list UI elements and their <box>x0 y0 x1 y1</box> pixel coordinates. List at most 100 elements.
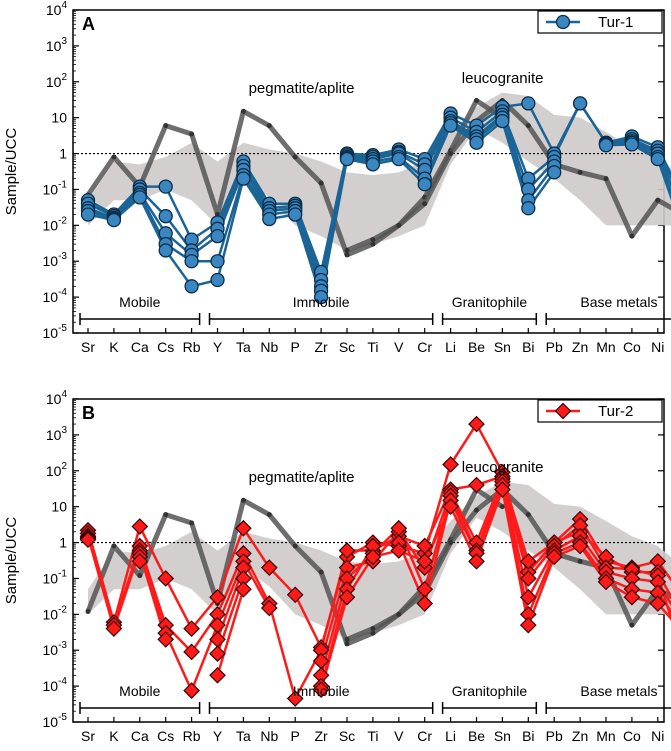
x-tick-label: Zr <box>314 339 328 355</box>
x-tick-label: Pb <box>546 339 563 355</box>
y-tick-label: 10-3 <box>43 251 68 269</box>
y-tick-label: 103 <box>46 36 68 54</box>
x-tick-label: V <box>394 339 404 355</box>
series-point <box>210 254 225 269</box>
chart-panel-a: 10-5 10-4 10-3 10-2 10-1 1 10 102 103 104 Sample/U… <box>3 0 671 355</box>
series-point <box>158 179 173 194</box>
leucogranite-curve-point <box>396 611 402 617</box>
series-point <box>442 456 459 473</box>
series-point <box>623 588 641 606</box>
series-point <box>236 171 251 186</box>
series-point <box>416 552 434 570</box>
series-point <box>521 201 536 216</box>
leucogranite-curve-point <box>629 622 635 628</box>
leucogranite-curve-point <box>448 540 454 546</box>
x-tick-label: K <box>109 728 119 744</box>
series-point <box>519 552 537 570</box>
x-tick-label: Li <box>445 728 456 744</box>
x-tick-label: Ta <box>236 339 251 355</box>
series-point <box>183 682 200 699</box>
series-point <box>572 96 588 111</box>
series-point <box>79 531 97 549</box>
annotation-label: leucogranite <box>462 70 544 87</box>
series-point <box>417 177 432 192</box>
series-point <box>132 190 147 205</box>
series-point <box>209 631 226 648</box>
x-tick-label: P <box>291 728 300 744</box>
pegmatite-curve-point <box>474 98 479 104</box>
series-point <box>391 151 406 167</box>
series-point <box>210 272 225 288</box>
leucogranite-curve-point <box>603 176 609 182</box>
y-axis-label: Sample/UCC <box>3 128 20 216</box>
series-point <box>235 580 252 598</box>
x-tick-label: Ti <box>367 728 378 744</box>
series-point <box>545 548 563 566</box>
leucogranite-curve-point <box>422 201 428 207</box>
leucogranite-curve-point <box>577 169 583 175</box>
series-point <box>416 595 434 612</box>
x-tick-label: Bi <box>522 339 534 355</box>
x-tick-label: Cs <box>157 339 174 355</box>
leucogranite-range-band <box>88 92 671 251</box>
x-tick-label: Sc <box>339 728 355 744</box>
y-tick-label: 104 <box>46 389 68 407</box>
y-tick-label: 10 <box>51 110 67 126</box>
x-tick-label: Cr <box>417 728 432 744</box>
series-point <box>495 113 510 129</box>
legend-label: Tur-2 <box>598 403 633 420</box>
group-label: Granitophile <box>452 683 528 699</box>
series-point <box>339 151 355 167</box>
y-tick-label: 103 <box>46 425 68 443</box>
x-tick-label: Rb <box>183 339 201 355</box>
group-label: Base metals <box>580 683 657 699</box>
x-tick-label: Li <box>445 339 456 355</box>
leucogranite-curve-point <box>629 233 635 239</box>
leucogranite-curve-point <box>474 507 479 513</box>
group-label: Mobile <box>119 683 160 699</box>
series-point <box>598 138 614 153</box>
x-tick-label: Ta <box>236 728 251 744</box>
x-tick-label: Nb <box>260 339 278 355</box>
x-tick-label: Cr <box>417 339 432 355</box>
pegmatite-curve-point <box>163 512 169 518</box>
series-point <box>260 559 278 576</box>
y-tick-label: 1 <box>59 146 67 162</box>
x-tick-label: Mn <box>596 339 615 355</box>
x-tick-label: V <box>394 728 404 744</box>
series-point <box>521 96 536 111</box>
pegmatite-curve-point <box>344 252 350 258</box>
y-tick-label: 10-4 <box>43 287 68 305</box>
series-point <box>469 135 484 150</box>
x-tick-label: Rb <box>183 728 201 744</box>
pegmatite-curve-point <box>370 630 376 636</box>
pegmatite-curve-point <box>189 131 195 137</box>
pegmatite-curve-point <box>85 608 91 614</box>
panel-label: B <box>82 403 95 423</box>
legend-box <box>537 399 663 423</box>
group-label: Base metals <box>580 294 657 310</box>
pegmatite-curve-point <box>499 504 505 510</box>
series-point <box>312 681 330 698</box>
annotation-label: leucogranite <box>462 459 544 476</box>
series-point <box>286 690 304 707</box>
x-tick-label: Sr <box>81 728 95 744</box>
panel-label: A <box>82 14 95 34</box>
series-point <box>235 519 252 537</box>
series-point <box>131 552 149 570</box>
group-label: Immobile <box>293 683 350 699</box>
series-point <box>468 476 485 494</box>
series-point <box>262 211 277 227</box>
series-point <box>260 599 278 617</box>
y-tick-label: 102 <box>46 461 68 479</box>
y-axis-label: Sample/UCC <box>3 517 20 605</box>
x-tick-label: Nb <box>260 728 278 744</box>
x-tick-label: Y <box>213 728 223 744</box>
leucogranite-curve <box>346 98 671 253</box>
leucogranite-curve <box>346 487 671 642</box>
x-tick-label: Ni <box>651 339 664 355</box>
group-label: Granitophile <box>452 294 528 310</box>
series-point <box>209 588 226 606</box>
leucogranite-curve-point <box>370 237 376 243</box>
